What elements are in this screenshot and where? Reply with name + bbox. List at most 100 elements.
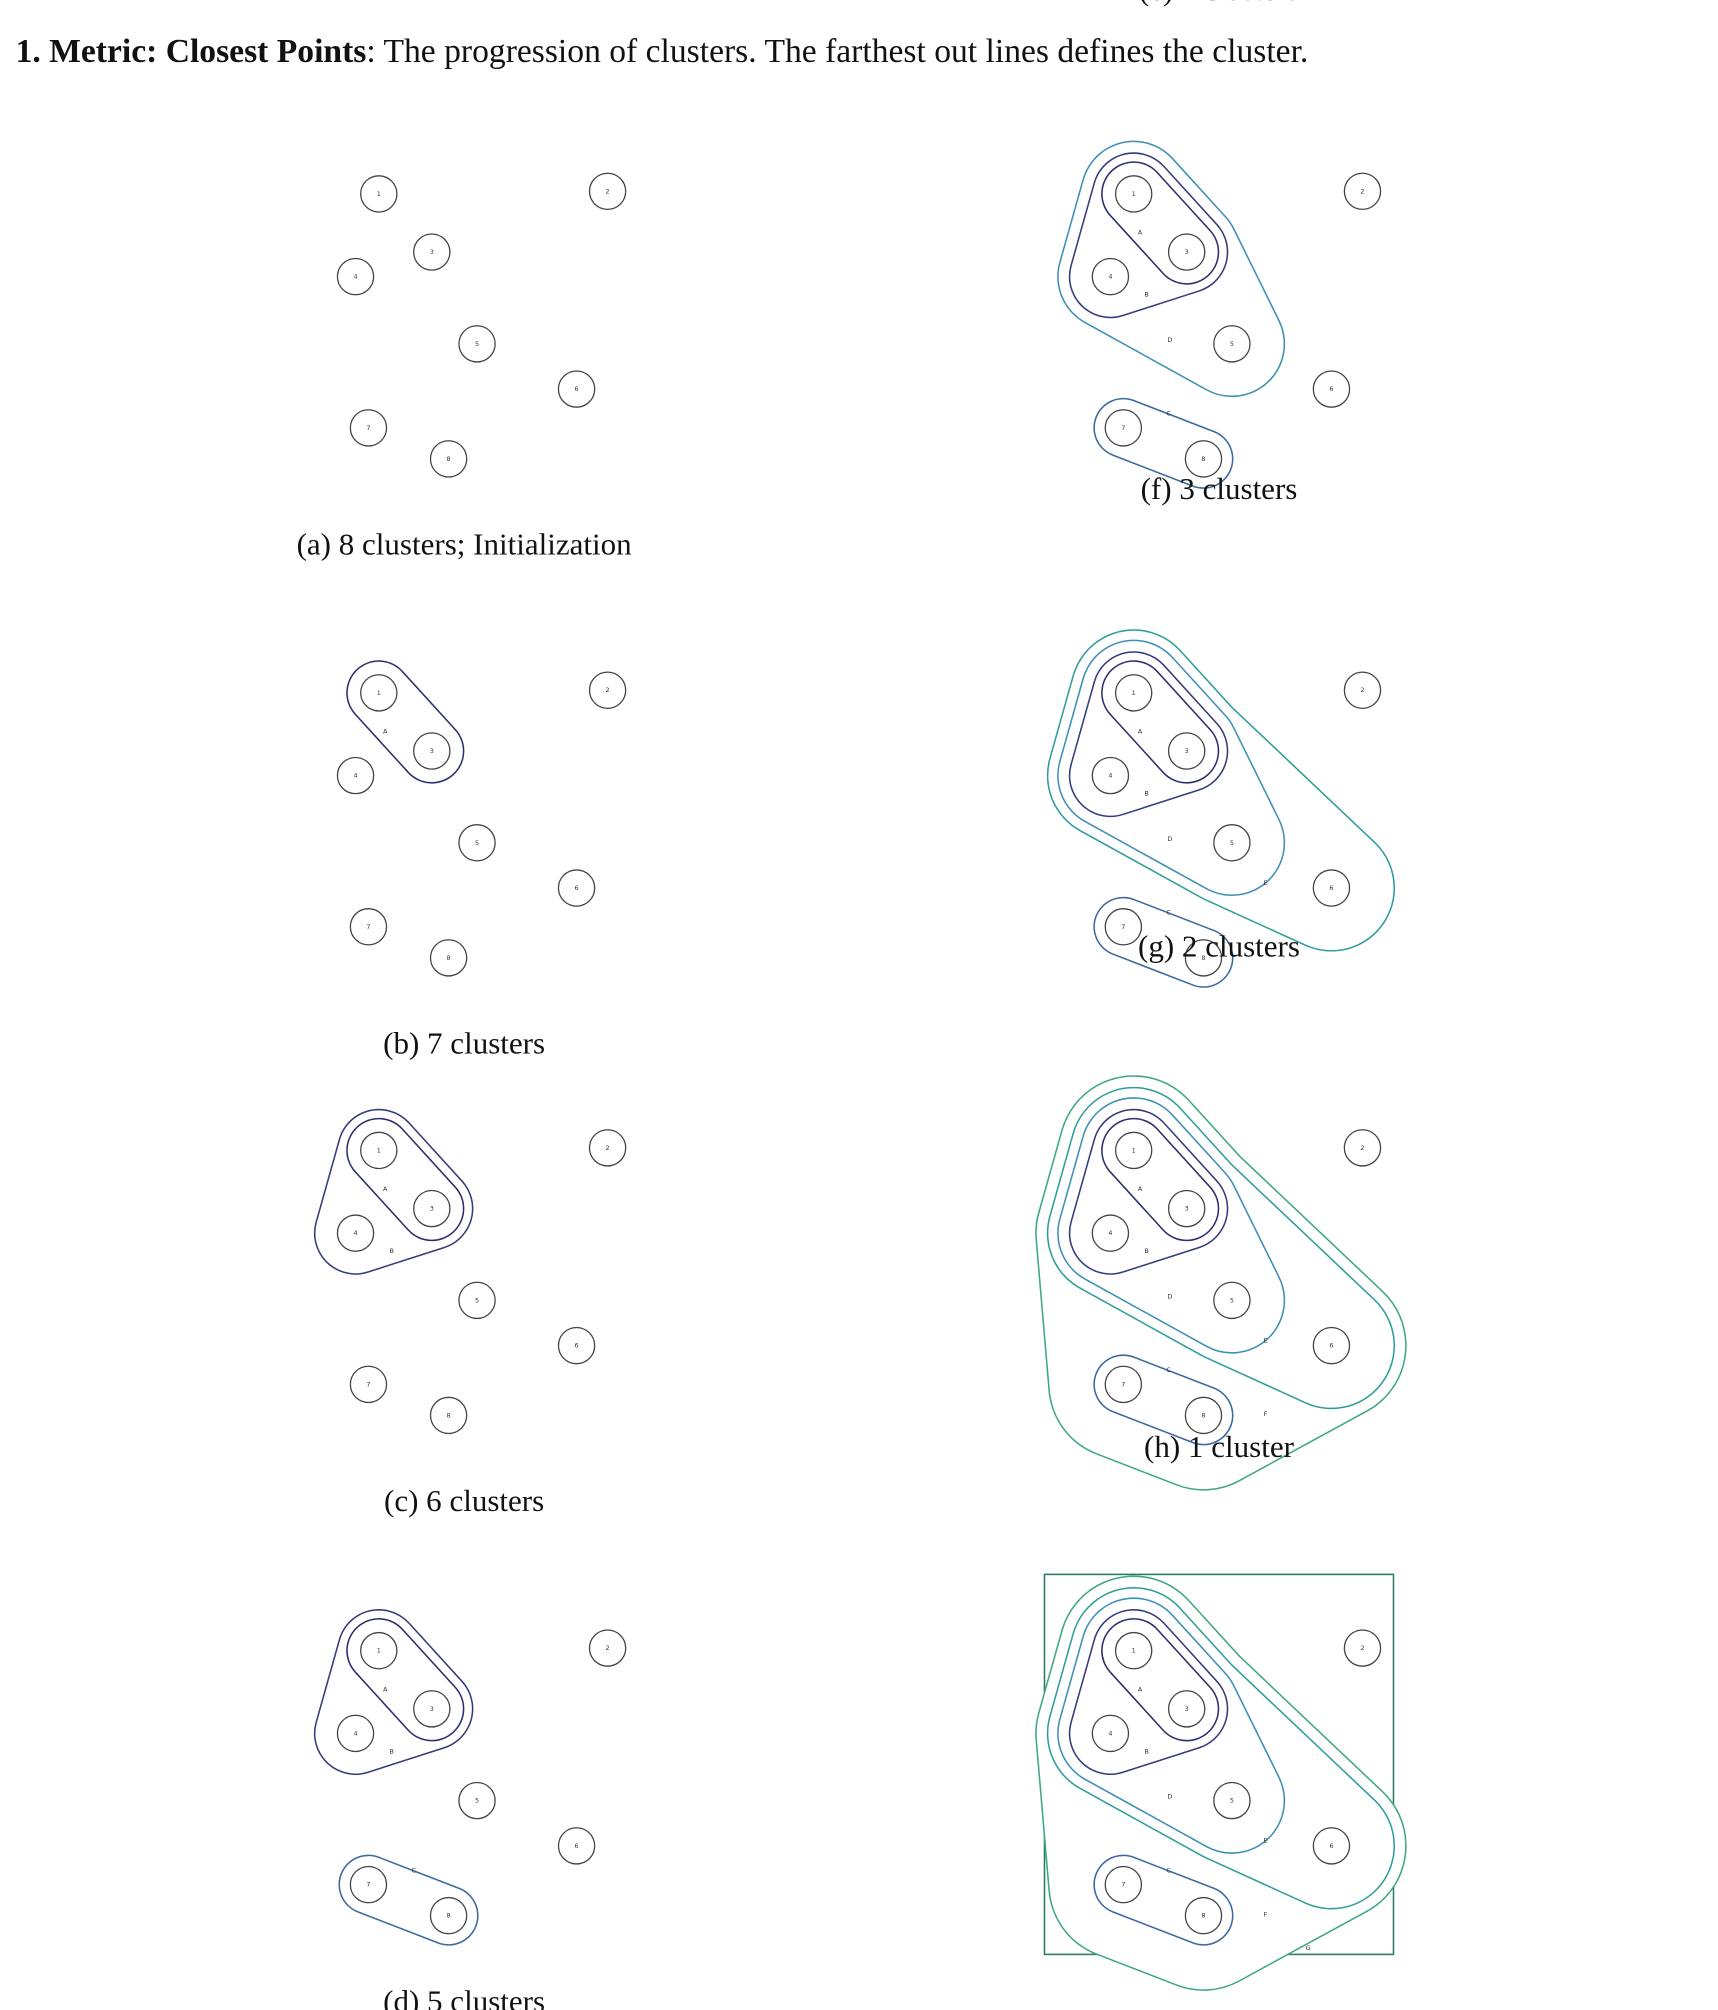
node [360, 1131, 398, 1170]
node [349, 908, 388, 946]
node-label: 3 [1185, 1705, 1189, 1713]
node [1114, 674, 1153, 712]
node-label: 7 [1121, 1380, 1125, 1388]
node [1091, 1214, 1130, 1252]
node-label: 8 [447, 455, 451, 463]
caption: (c) 6 clusters [384, 1483, 544, 1518]
cluster-label: B [1144, 291, 1148, 299]
node-label: 7 [366, 1881, 370, 1889]
heading-text: : The progression of clusters. The farth… [366, 33, 1308, 70]
node-label: 3 [430, 1205, 434, 1213]
node [1343, 1629, 1382, 1667]
node [1114, 175, 1153, 213]
node [1104, 1365, 1143, 1404]
panel: 1 2 3 4 5 6 7 8 D C B A (e) 4 clusters [1057, 0, 1382, 489]
node [458, 325, 496, 363]
node-label: 4 [353, 1229, 357, 1237]
panel: 1 2 3 4 5 6 7 8 G F E D C B A (h) 1 cluster [1035, 1429, 1407, 1991]
node [1104, 1865, 1143, 1904]
cluster-label: C [1166, 410, 1171, 418]
node [1184, 939, 1223, 977]
cluster-label: A [1138, 1185, 1143, 1193]
node [458, 824, 496, 862]
node-label: 1 [1132, 1647, 1136, 1655]
node-label: 4 [1108, 1729, 1112, 1737]
node [557, 370, 596, 408]
node [557, 869, 596, 907]
node-label: 2 [1360, 686, 1364, 694]
node-label: 1 [377, 190, 381, 198]
caption: (e) 4 clusters [1139, 0, 1299, 7]
heading-term: Metric: Closest Points [49, 33, 366, 70]
node [360, 674, 398, 712]
node [1091, 1714, 1130, 1753]
node [1213, 325, 1251, 363]
heading: 1. Metric: Closest Points: The progressi… [16, 33, 1309, 70]
heading-number: 1. [16, 33, 41, 70]
node-label: 8 [1201, 1411, 1205, 1419]
node-label: 7 [1121, 424, 1125, 432]
node-label: 3 [430, 747, 434, 755]
node [588, 671, 627, 709]
node-label: 2 [606, 686, 610, 694]
node-label: 6 [575, 1842, 579, 1850]
node-label: 7 [1121, 1881, 1125, 1889]
node [429, 1396, 468, 1435]
node-label: 5 [475, 340, 479, 348]
cluster-label: C [411, 1866, 416, 1874]
node [1343, 1129, 1382, 1167]
cluster-label: E [1263, 1336, 1267, 1344]
node-label: 8 [1201, 954, 1205, 962]
node [1312, 370, 1351, 408]
cluster-label: F [1264, 1910, 1268, 1918]
node-label: 5 [475, 1296, 479, 1304]
node [1167, 732, 1206, 770]
node-label: 2 [1360, 1144, 1364, 1152]
node [1312, 1326, 1351, 1365]
cluster-label: B [1144, 1247, 1148, 1255]
node-label: 1 [377, 1146, 381, 1154]
cluster-label: E [1263, 879, 1267, 887]
node-label: 6 [575, 884, 579, 892]
cluster-label: G [1306, 1944, 1311, 1952]
node [588, 172, 627, 211]
node-label: 3 [1185, 1205, 1189, 1213]
caption: (d) 5 clusters [383, 1983, 545, 2010]
node-label: 8 [1201, 1912, 1205, 1920]
node-label: 4 [353, 772, 357, 780]
caption: (g) 2 clusters [1138, 929, 1300, 964]
cluster-label: B [1144, 1747, 1148, 1755]
node-label: 3 [430, 248, 434, 256]
node-label: 6 [575, 385, 579, 393]
cluster-label: C [1166, 909, 1171, 917]
node-label: 5 [1230, 839, 1234, 847]
node-label: 7 [366, 1380, 370, 1388]
node-label: 2 [606, 1144, 610, 1152]
node [1114, 1631, 1153, 1670]
cluster-label: A [1138, 1685, 1143, 1693]
node [1343, 172, 1382, 211]
node-label: 1 [1132, 1146, 1136, 1154]
node-label: 6 [1329, 1842, 1333, 1850]
cluster-label: B [1144, 790, 1148, 798]
node [588, 1129, 627, 1167]
node [360, 1631, 398, 1670]
node-label: 1 [377, 1647, 381, 1655]
node-label: 6 [1329, 385, 1333, 393]
cluster-label: B [390, 1247, 394, 1255]
node [413, 1690, 451, 1728]
node-label: 2 [606, 1644, 610, 1652]
node-label: 8 [447, 954, 451, 962]
node [1213, 1281, 1251, 1320]
node-label: 6 [1329, 884, 1333, 892]
node [429, 1896, 468, 1935]
node-label: 2 [606, 187, 610, 195]
node-label: 7 [366, 424, 370, 432]
cluster-label: A [1138, 229, 1143, 237]
cluster-label: C [1166, 1366, 1171, 1374]
node [349, 1365, 388, 1404]
node [413, 233, 451, 271]
panel: 1 2 3 4 5 6 7 8 E D C B A (f) 3 clusters [1046, 471, 1396, 988]
